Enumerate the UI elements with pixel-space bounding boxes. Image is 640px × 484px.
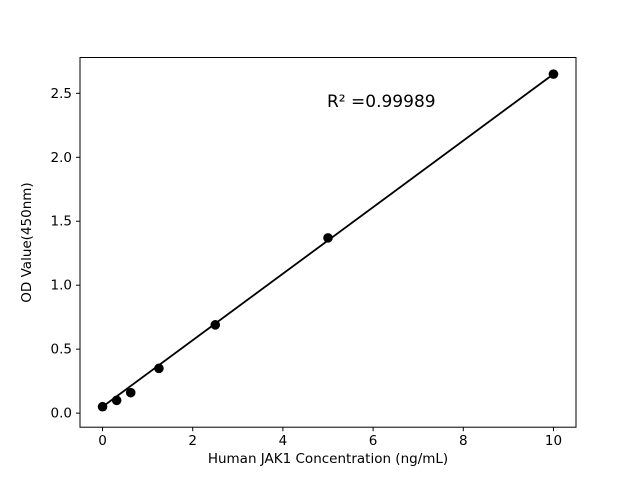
data-point	[111, 395, 122, 406]
y-axis-label: OD Value(450nm)	[19, 182, 35, 302]
x-tick-label: 4	[279, 433, 288, 449]
data-point	[210, 320, 221, 330]
y-tick-label: 0.5	[51, 342, 72, 358]
x-axis-label: Human JAK1 Concentration (ng/mL)	[208, 451, 448, 467]
data-point	[97, 401, 108, 412]
y-tick-label: 1.0	[51, 278, 72, 294]
data-point	[548, 69, 559, 79]
x-axis-ticks: 0 2 4 6 8 10	[98, 427, 562, 449]
data-point	[125, 387, 136, 398]
data-points-group	[97, 69, 559, 412]
x-tick-label: 6	[369, 433, 378, 449]
x-tick-label: 0	[98, 433, 107, 449]
r-squared-annotation: R² =0.99989	[327, 92, 436, 112]
x-tick-label: 10	[545, 433, 562, 449]
y-tick-label: 2.0	[51, 150, 72, 166]
x-tick-label: 2	[188, 433, 197, 449]
x-tick-label: 8	[459, 433, 468, 449]
y-axis-ticks: 0.0 0.5 1.0 1.5 2.0 2.5	[51, 86, 80, 422]
data-point	[154, 363, 164, 374]
data-point	[323, 233, 333, 243]
y-tick-label: 2.5	[51, 86, 72, 102]
y-tick-label: 0.0	[51, 406, 72, 422]
y-tick-label: 1.5	[51, 214, 72, 230]
plot-border	[79, 57, 577, 428]
